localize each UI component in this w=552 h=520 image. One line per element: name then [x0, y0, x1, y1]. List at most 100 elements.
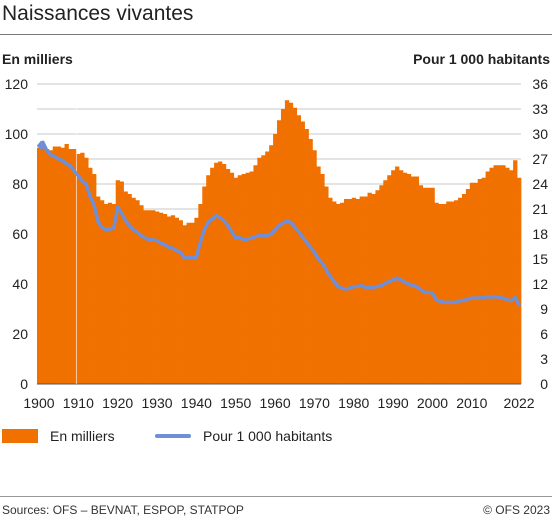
bar-1931	[158, 212, 164, 384]
bar-1937	[182, 225, 187, 384]
bar-2011	[473, 182, 479, 384]
bar-1941	[198, 204, 203, 384]
bar-1950	[233, 177, 239, 384]
y-left-tick-label: 0	[20, 376, 28, 392]
bar-1959	[269, 145, 274, 384]
bar-1909	[72, 149, 77, 384]
birth-rate-line	[37, 140, 521, 307]
bar-1961	[277, 120, 282, 384]
y-left-tick-label: 120	[5, 76, 29, 92]
bar-1972	[320, 174, 325, 384]
x-tick-label: 2000	[417, 395, 448, 411]
bar-2022	[517, 177, 522, 384]
x-tick-label: 1950	[220, 395, 251, 411]
bar-1949	[229, 172, 235, 384]
y-left-tick-label: 60	[12, 226, 28, 242]
bar-1978	[343, 199, 349, 384]
bar-1902	[44, 149, 50, 384]
bar-1942	[202, 186, 207, 384]
bar-1904	[52, 146, 58, 384]
legend-line-swatch	[155, 434, 191, 438]
bar-1915	[96, 196, 101, 384]
bar-1918	[107, 202, 113, 384]
bar-2004	[446, 201, 451, 384]
bar-1901	[40, 144, 46, 384]
y-right-tick-label: 6	[540, 326, 548, 342]
bar-2003	[442, 204, 447, 384]
bar-1912	[84, 157, 89, 384]
bar-1997	[418, 185, 423, 384]
bar-2002	[438, 204, 443, 384]
y-right-tick-label: 21	[532, 201, 548, 217]
bar-1924	[131, 197, 136, 384]
bar-2017	[497, 165, 502, 384]
y-left-tick-label: 40	[12, 276, 28, 292]
y-left-tick-label: 80	[12, 176, 28, 192]
bar-1939	[190, 222, 195, 384]
chart-title: Naissances vivantes	[2, 2, 194, 25]
bar-1923	[127, 194, 132, 384]
bar-2021	[513, 160, 518, 384]
bar-1932	[162, 214, 168, 384]
y-right-tick-label: 27	[532, 151, 548, 167]
bar-1936	[178, 220, 183, 384]
rate-line-layer	[36, 140, 521, 307]
bar-2016	[493, 165, 498, 384]
bar-1926	[139, 205, 144, 384]
y-right-tick-label: 33	[532, 101, 548, 117]
bar-1907	[64, 144, 69, 384]
bar-1905	[56, 146, 61, 384]
bar-1919	[111, 204, 117, 384]
bar-2005	[450, 201, 455, 384]
bar-1956	[257, 157, 262, 384]
legend-bars-label: En milliers	[50, 428, 115, 444]
x-tick-label: 1910	[63, 395, 94, 411]
y-left-tick-label: 100	[5, 126, 29, 142]
bar-1945	[214, 162, 219, 384]
y-right-tick-label: 18	[532, 226, 548, 242]
bar-1999	[426, 187, 431, 384]
x-tick-label: 2022	[503, 395, 534, 411]
footer-sources: Sources: OFS – BEVNAT, ESPOP, STATPOP	[2, 503, 244, 517]
x-tick-label: 2010	[456, 395, 487, 411]
bar-1940	[194, 217, 199, 384]
bar-2008	[461, 194, 467, 384]
x-tick-label: 1970	[299, 395, 330, 411]
bar-1979	[347, 199, 353, 384]
bar-1962	[280, 109, 286, 384]
x-tick-label: 1920	[102, 395, 133, 411]
bar-1974	[328, 197, 333, 384]
bar-1948	[225, 169, 231, 384]
legend-item-line: Pour 1 000 habitants	[155, 428, 332, 444]
y-right-tick-label: 36	[532, 76, 548, 92]
left-axis-title: En milliers	[2, 51, 73, 67]
bar-1930	[155, 211, 160, 384]
bar-1952	[241, 174, 246, 384]
bar-1913	[88, 167, 93, 384]
bar-1992	[399, 170, 404, 384]
y-right-tick-label: 0	[540, 376, 548, 392]
bar-1911	[80, 152, 85, 384]
bar-1914	[92, 174, 97, 384]
bar-1971	[316, 166, 321, 384]
reference-lines	[37, 94, 521, 385]
bar-1951	[237, 175, 242, 384]
bar-1921	[119, 181, 124, 384]
bar-1981	[355, 199, 361, 384]
bar-1908	[68, 149, 73, 384]
bar-1964	[288, 102, 294, 384]
bar-1977	[339, 202, 345, 384]
bar-2015	[489, 167, 494, 384]
x-tick-label: 1900	[23, 395, 54, 411]
bar-1994	[406, 174, 412, 384]
bar-1982	[359, 196, 364, 384]
x-tick-label: 1940	[181, 395, 212, 411]
x-tick-label: 1960	[259, 395, 290, 411]
bar-1903	[48, 150, 54, 384]
bar-1960	[273, 134, 278, 384]
title-divider	[0, 34, 552, 35]
bar-1993	[402, 172, 408, 384]
bar-1906	[60, 147, 65, 384]
bar-1925	[135, 200, 140, 384]
axis-labels: 0204060801001200369121518212427303336190…	[5, 76, 549, 411]
